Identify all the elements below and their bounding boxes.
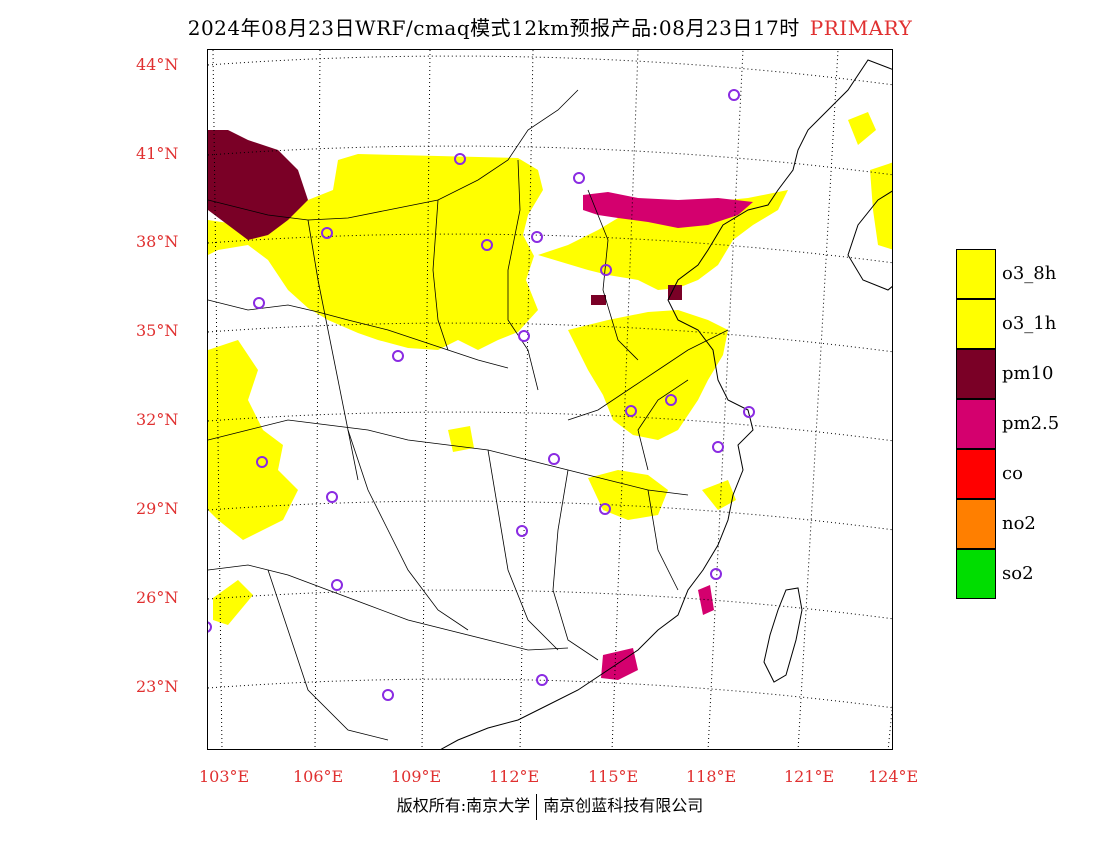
station-marker <box>454 153 466 165</box>
lat-label: 41°N <box>136 144 179 163</box>
korea-outline <box>847 190 892 291</box>
station-marker <box>321 227 333 239</box>
station-marker <box>256 456 268 468</box>
station-marker <box>712 441 724 453</box>
legend-swatch <box>956 249 996 299</box>
station-marker <box>625 405 637 417</box>
lon-label: 118°E <box>686 767 737 786</box>
footer-separator <box>536 793 538 820</box>
lon-label: 106°E <box>293 767 344 786</box>
legend-label: co <box>1002 463 1023 484</box>
lon-label: 124°E <box>868 767 919 786</box>
coastline <box>440 59 892 749</box>
legend-swatch <box>956 449 996 499</box>
station-marker <box>599 503 611 515</box>
map-canvas <box>208 50 892 749</box>
province-boundaries <box>208 89 729 741</box>
station-marker <box>326 491 338 503</box>
legend-swatch <box>956 399 996 449</box>
lat-label: 44°N <box>136 55 179 74</box>
legend-label: no2 <box>1002 513 1036 534</box>
pm10-region-west <box>208 130 308 240</box>
o3-region-zhejiang <box>702 480 736 510</box>
pm10-region-henan <box>591 295 606 305</box>
legend-swatch <box>956 549 996 599</box>
o3-region-sichuan <box>208 340 298 540</box>
lon-label: 115°E <box>588 767 639 786</box>
legend-label: o3_8h <box>1002 263 1057 284</box>
station-marker <box>208 621 212 633</box>
station-marker <box>331 579 343 591</box>
station-marker <box>516 525 528 537</box>
legend-label: o3_1h <box>1002 313 1057 334</box>
title-tag: PRIMARY <box>809 16 913 40</box>
station-marker <box>710 568 722 580</box>
graticule-parallels <box>208 55 892 709</box>
station-marker <box>481 239 493 251</box>
station-marker <box>548 453 560 465</box>
title-main: 2024年08月23日WRF/cmaq模式12km预报产品:08月23日17时 <box>187 16 800 40</box>
legend-swatch <box>956 299 996 349</box>
legend-label: pm10 <box>1002 363 1054 384</box>
station-marker <box>531 231 543 243</box>
station-marker <box>600 264 612 276</box>
map-panel <box>207 49 893 750</box>
pm10-region-shandong <box>668 285 682 300</box>
lon-label: 112°E <box>489 767 540 786</box>
taiwan-outline <box>763 587 803 683</box>
pm25-region-guangdong <box>601 648 638 680</box>
lat-label: 26°N <box>136 588 179 607</box>
pm10-regions <box>208 130 682 305</box>
station-marker <box>382 689 394 701</box>
graticule-meridians <box>212 50 892 749</box>
station-marker <box>743 406 755 418</box>
chart-title: 2024年08月23日WRF/cmaq模式12km预报产品:08月23日17时 P… <box>0 12 1100 41</box>
station-markers <box>208 89 755 701</box>
station-marker <box>253 297 265 309</box>
o3-region-yunnan <box>213 580 253 625</box>
o3-regions <box>208 112 892 625</box>
legend-label: so2 <box>1002 563 1034 584</box>
lon-label: 109°E <box>391 767 442 786</box>
o3-region-liaoning <box>848 112 876 145</box>
o3-region-east <box>568 310 728 440</box>
legend-swatch <box>956 349 996 399</box>
station-marker <box>392 350 404 362</box>
legend-label: pm2.5 <box>1002 413 1060 434</box>
lat-label: 23°N <box>136 677 179 696</box>
o3-region-jiangxi <box>588 470 668 520</box>
legend-swatch <box>956 499 996 549</box>
lat-label: 29°N <box>136 499 179 518</box>
footer-right: 南京创蓝科技有限公司 <box>543 796 704 815</box>
station-marker <box>518 330 530 342</box>
o3-region-north <box>208 154 543 350</box>
lon-label: 103°E <box>199 767 250 786</box>
station-marker <box>536 674 548 686</box>
footer-left: 版权所有:南京大学 <box>396 796 531 815</box>
pm25-region-fujian <box>698 585 714 615</box>
lat-label: 35°N <box>136 321 179 340</box>
copyright-footer: 版权所有:南京大学 南京创蓝科技有限公司 <box>0 792 1100 820</box>
o3-region-korea <box>870 162 892 250</box>
station-marker <box>728 89 740 101</box>
station-marker <box>665 394 677 406</box>
lat-label: 38°N <box>136 232 179 251</box>
lon-label: 121°E <box>784 767 835 786</box>
lat-label: 32°N <box>136 410 179 429</box>
station-marker <box>573 172 585 184</box>
pm25-region-beijing-tianjin <box>583 192 753 228</box>
